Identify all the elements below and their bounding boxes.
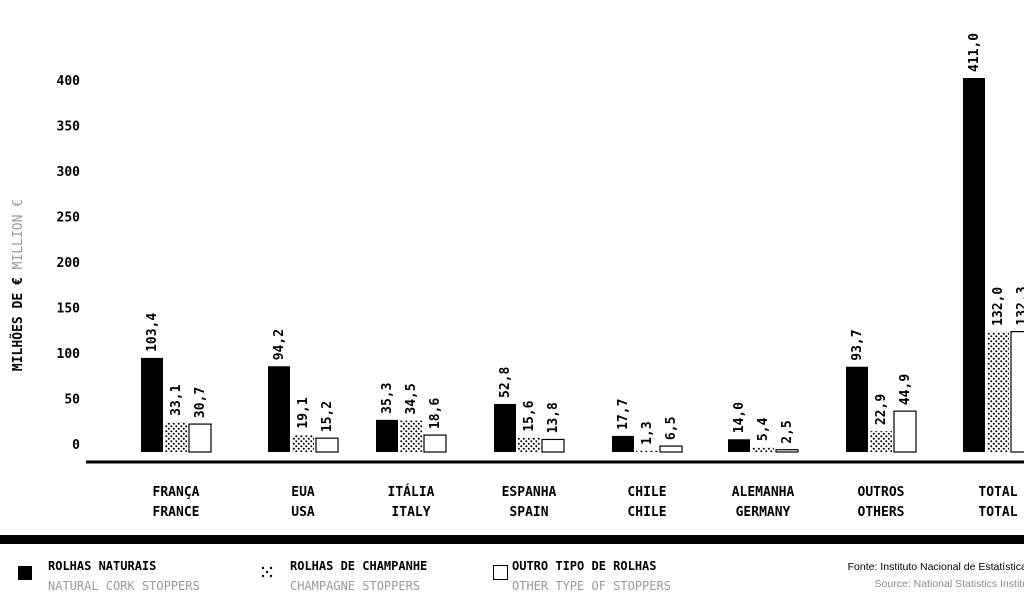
bar [636, 450, 658, 452]
legend-item-other: OUTRO TIPO DE ROLHAS OTHER TYPE OF STOPP… [512, 556, 671, 596]
data-label: 52,8 [498, 366, 513, 397]
x-tick-label-en: OTHERS [858, 505, 905, 520]
legend-sub-champagne: CHAMPAGNE STOPPERS [290, 579, 421, 593]
x-tick-label-en: SPAIN [509, 505, 548, 520]
source-main: Fonte: Instituto Nacional de Estatística… [847, 561, 1024, 573]
data-label: 30,7 [193, 387, 208, 418]
x-tick-label: ESPANHA [502, 485, 557, 500]
x-tick-label: ITÁLIA [388, 484, 435, 500]
legend-swatch-champagne [261, 566, 273, 578]
data-label: 132,0 [991, 287, 1006, 326]
y-tick-label: 400 [57, 74, 81, 89]
data-label: 94,2 [272, 329, 287, 360]
bar [518, 437, 540, 452]
y-tick-label: 150 [57, 302, 81, 317]
x-tick-label-en: TOTAL [978, 505, 1017, 520]
data-label: 15,6 [522, 400, 537, 431]
y-tick-label: 250 [57, 211, 81, 226]
bar [165, 421, 187, 452]
data-label: 132,3 [1015, 286, 1024, 325]
data-label: 411,0 [967, 33, 982, 72]
legend-swatch-other [493, 565, 508, 580]
bar [400, 420, 422, 452]
x-tick-label-en: ITALY [391, 505, 430, 520]
y-tick-label: 50 [64, 393, 80, 408]
legend-sub-other: OTHER TYPE OF STOPPERS [512, 579, 671, 593]
bar [659, 445, 683, 453]
y-tick-label: 0 [72, 438, 80, 453]
x-tick-label: EUA [291, 485, 315, 500]
bar [268, 366, 290, 452]
data-label: 44,9 [898, 374, 913, 405]
y-tick-label: 200 [57, 256, 81, 271]
bar [315, 437, 339, 453]
bar [846, 366, 868, 452]
source-sub: Source: National Statistics Institute (I… [874, 578, 1024, 590]
x-tick-label-en: FRANCE [153, 505, 200, 520]
data-label: 15,2 [320, 401, 335, 432]
bar [494, 403, 516, 452]
x-tick-label-en: CHILE [627, 505, 666, 520]
data-label: 1,3 [640, 421, 655, 444]
y-tick-label: 350 [57, 120, 81, 135]
legend-label-natural: ROLHAS NATURAIS [48, 559, 157, 573]
legend-label-other: OUTRO TIPO DE ROLHAS [512, 559, 657, 573]
data-label: 33,1 [169, 384, 184, 415]
data-label: 2,5 [780, 420, 795, 443]
x-tick-label: OUTROS [858, 485, 905, 500]
bar [728, 439, 750, 452]
bar [292, 434, 314, 452]
bar [188, 423, 212, 453]
data-label: 35,3 [380, 383, 395, 414]
y-axis-title-sub: MILLION € [11, 199, 26, 269]
legend-label-champagne: ROLHAS DE CHAMPANHE [290, 559, 428, 573]
x-tick-label: FRANÇA [153, 485, 200, 500]
data-label: 93,7 [850, 329, 865, 360]
data-label: 34,5 [404, 383, 419, 414]
bar [870, 431, 892, 452]
x-tick-label-en: GERMANY [736, 505, 791, 520]
x-tick-label-en: USA [291, 505, 315, 520]
y-tick-label: 300 [57, 165, 81, 180]
bottom-band [0, 535, 1024, 544]
y-axis-title: MILHÕES DE € MILLION € [10, 199, 26, 371]
y-tick-label: 100 [57, 347, 81, 362]
bar [752, 447, 774, 452]
bar [775, 449, 799, 453]
bar [141, 357, 163, 452]
bar [893, 410, 917, 453]
data-label: 18,6 [428, 398, 443, 429]
x-tick-label: TOTAL [978, 485, 1017, 500]
data-label: 22,9 [874, 394, 889, 425]
legend-item-natural: ROLHAS NATURAIS NATURAL CORK STOPPERS [48, 556, 200, 596]
y-axis-title-main: MILHÕES DE € [10, 277, 26, 371]
data-label: 6,5 [664, 417, 679, 440]
data-label: 14,0 [732, 402, 747, 433]
data-label: 5,4 [756, 417, 771, 441]
source-note: Fonte: Instituto Nacional de Estatística… [745, 559, 1024, 593]
bar [612, 435, 634, 452]
legend-item-champagne: ROLHAS DE CHAMPANHE CHAMPAGNE STOPPERS [290, 556, 427, 596]
bar [987, 331, 1009, 452]
bar [423, 434, 447, 453]
data-label: 17,7 [616, 399, 631, 430]
bar [1010, 331, 1024, 453]
x-tick-label: ALEMANHA [732, 485, 795, 500]
x-tick-label: CHILE [627, 485, 666, 500]
bar [963, 78, 985, 452]
data-label: 19,1 [296, 397, 311, 428]
data-label: 103,4 [145, 313, 160, 352]
legend-sub-natural: NATURAL CORK STOPPERS [48, 579, 200, 593]
data-label: 13,8 [546, 402, 561, 433]
bar [541, 438, 565, 453]
legend-swatch-natural [18, 566, 32, 580]
bar [376, 419, 398, 452]
